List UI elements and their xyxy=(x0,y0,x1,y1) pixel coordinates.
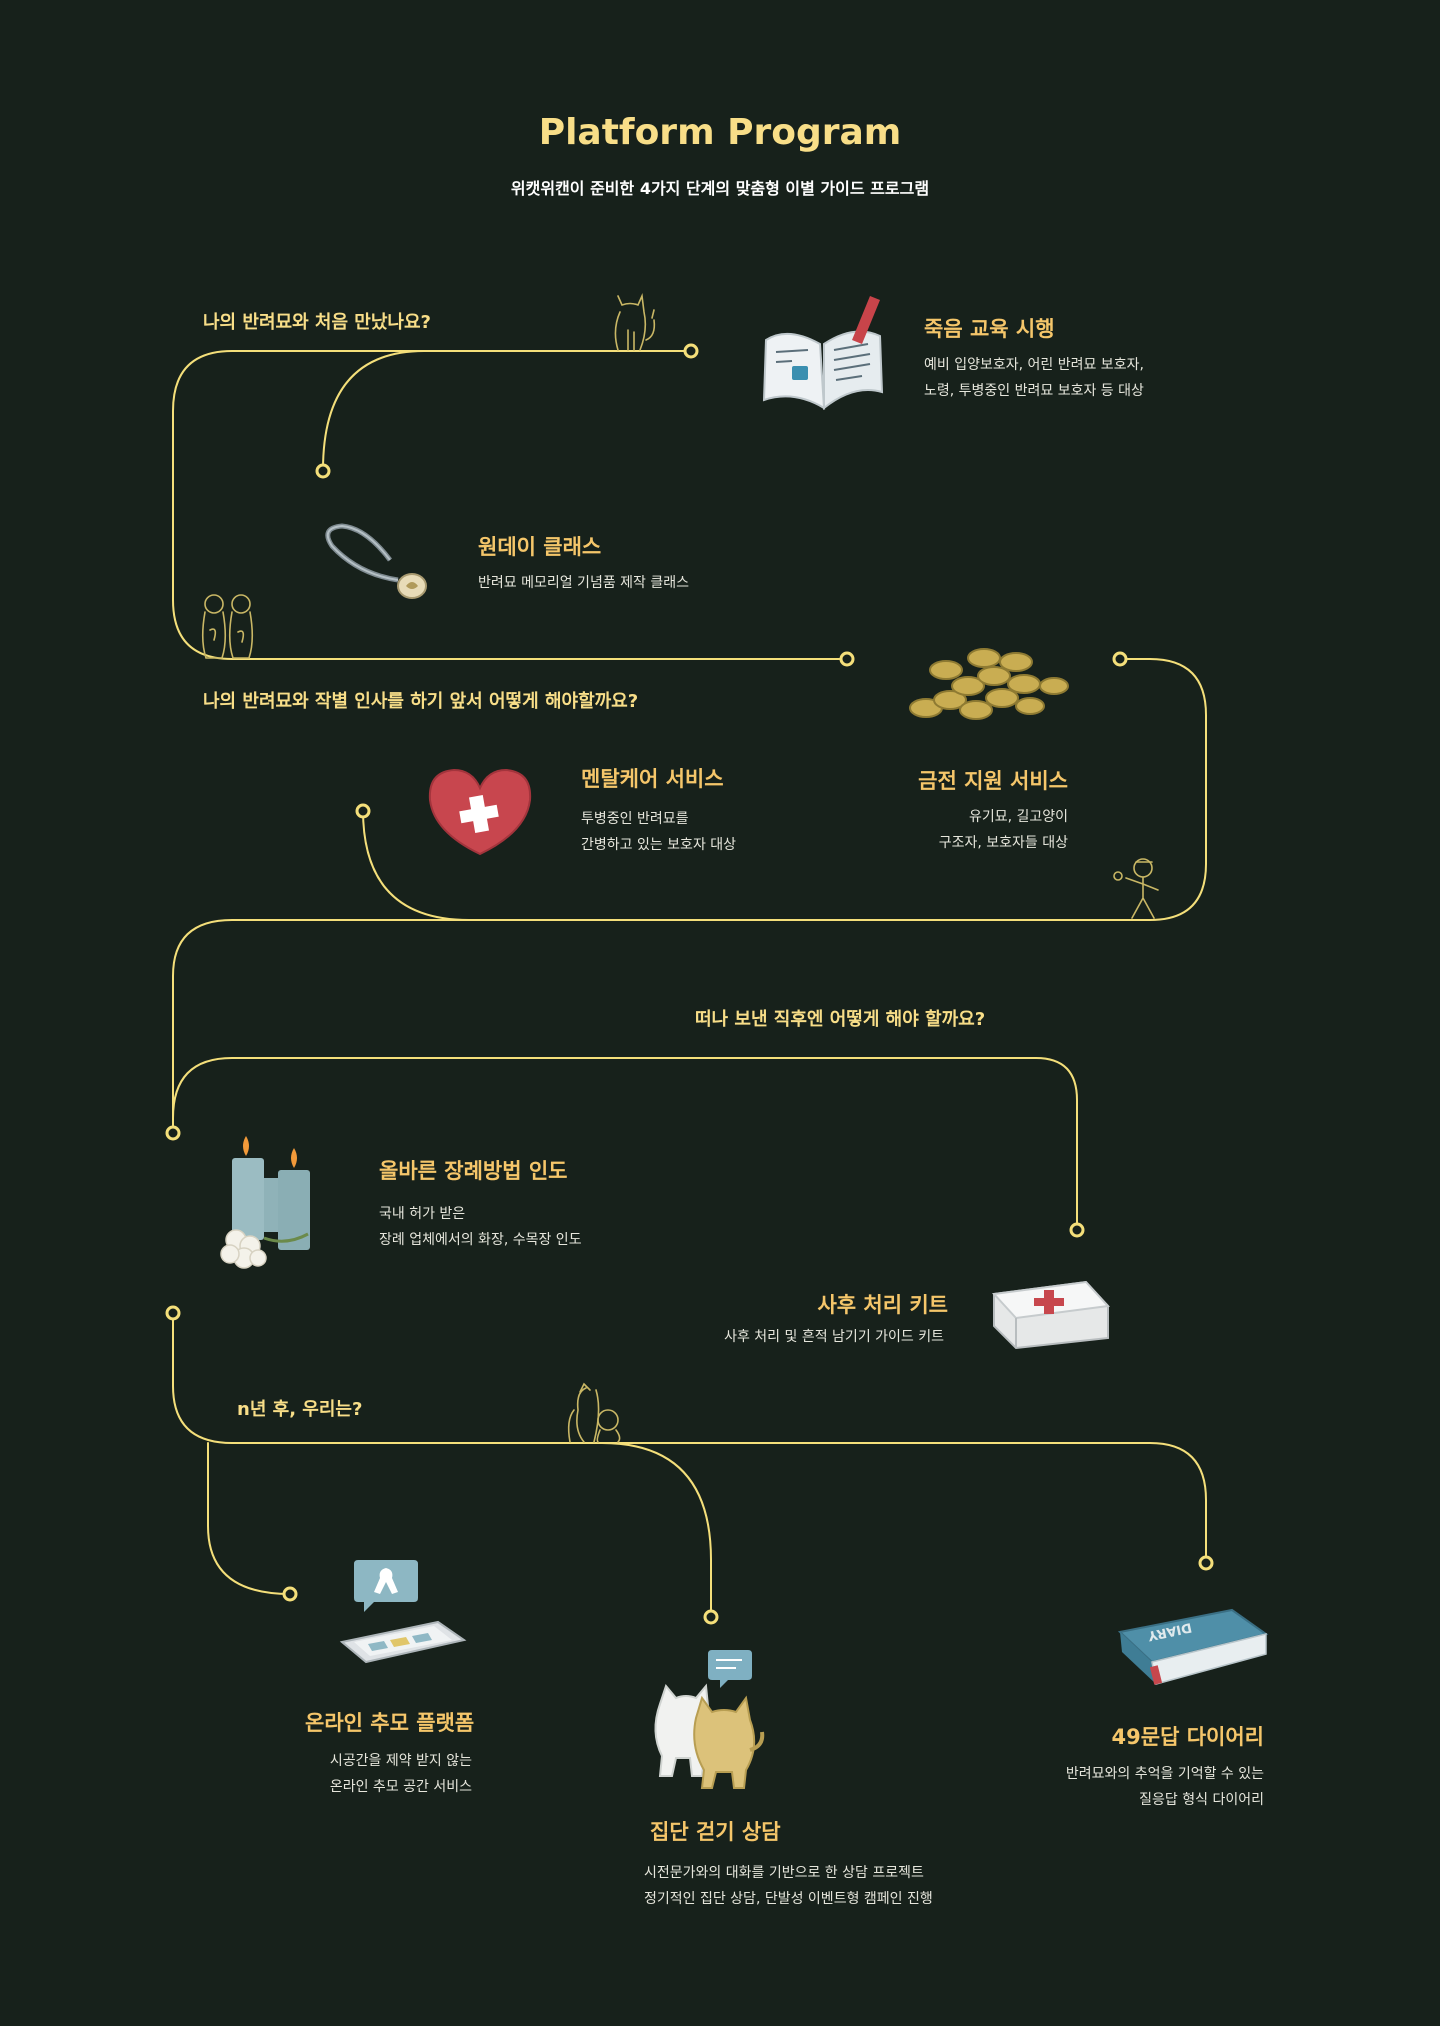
sitting-cat-outline-icon xyxy=(614,293,656,351)
program-title-death-education: 죽음 교육 시행 xyxy=(924,317,1055,341)
page-subtitle: 위캣위캔이 준비한 4가지 단계의 맞춤형 이별 가이드 프로그램 xyxy=(510,179,930,198)
open-book-icon xyxy=(762,296,884,410)
two-cats-icon xyxy=(654,1650,765,1789)
program-desc-49-qna-diary: 반려묘와의 추억을 기억할 수 있는 질응답 형식 다이어리 xyxy=(1065,1766,1264,1808)
program-title-oneday-class: 원데이 클래스 xyxy=(478,535,602,559)
stage-1-question: 나의 반려묘와 처음 만났나요? xyxy=(203,312,431,333)
program-desc-death-education: 예비 입양보호자, 어린 반려묘 보호자, 노령, 투병중인 반려묘 보호자 등… xyxy=(924,357,1144,399)
program-desc-online-memorial: 시공간을 제약 받지 않는 온라인 추모 공간 서비스 xyxy=(329,1753,472,1795)
stage-2-question: 나의 반려묘와 작별 인사를 하기 앞서 어떻게 해야할까요? xyxy=(203,691,639,712)
program-desc-oneday-class: 반려묘 메모리얼 기념품 제작 클래스 xyxy=(478,575,689,591)
program-desc-funeral-guide: 국내 허가 받은 장례 업체에서의 화장, 수목장 인도 xyxy=(379,1206,582,1248)
program-desc-aftercare-kit: 사후 처리 및 흔적 남기기 가이드 키트 xyxy=(724,1329,944,1345)
program-title-funeral-guide: 올바른 장례방법 인도 xyxy=(379,1159,568,1183)
program-title-aftercare-kit: 사후 처리 키트 xyxy=(817,1293,948,1317)
tablet-ribbon-icon xyxy=(339,1560,467,1664)
first-aid-kit-icon xyxy=(991,1280,1111,1350)
pendant-necklace-icon xyxy=(325,523,427,599)
diary-book-icon: DIARY xyxy=(1117,1608,1269,1685)
program-title-online-memorial: 온라인 추모 플랫폼 xyxy=(305,1711,475,1735)
program-title-financial-support: 금전 지원 서비스 xyxy=(918,769,1068,793)
cat-and-kitten-outline-icon xyxy=(567,1382,621,1443)
program-desc-financial-support: 유기묘, 길고양이 구조자, 보호자들 대상 xyxy=(938,809,1068,851)
person-outline-icon xyxy=(1113,858,1159,919)
page-title: Platform Program xyxy=(538,112,902,153)
candles-flower-icon xyxy=(220,1136,310,1269)
stage-3-question: 떠나 보낸 직후엔 어떻게 해야 할까요? xyxy=(695,1009,986,1030)
program-desc-mental-care: 투병중인 반려묘를 간병하고 있는 보호자 대상 xyxy=(581,811,737,853)
stage-4-question: n년 후, 우리는? xyxy=(237,1399,363,1420)
program-title-group-walking-counseling: 집단 걷기 상담 xyxy=(650,1820,781,1844)
heart-cross-icon xyxy=(428,768,532,856)
program-title-49-qna-diary: 49문답 다이어리 xyxy=(1111,1725,1264,1749)
program-desc-group-walking-counseling: 시전문가와의 대화를 기반으로 한 상담 프로젝트 정기적인 집단 상담, 단발… xyxy=(644,1865,933,1907)
two-figures-outline-icon xyxy=(201,594,254,659)
program-title-mental-care: 멘탈케어 서비스 xyxy=(581,767,724,791)
coins-icon xyxy=(909,648,1069,720)
